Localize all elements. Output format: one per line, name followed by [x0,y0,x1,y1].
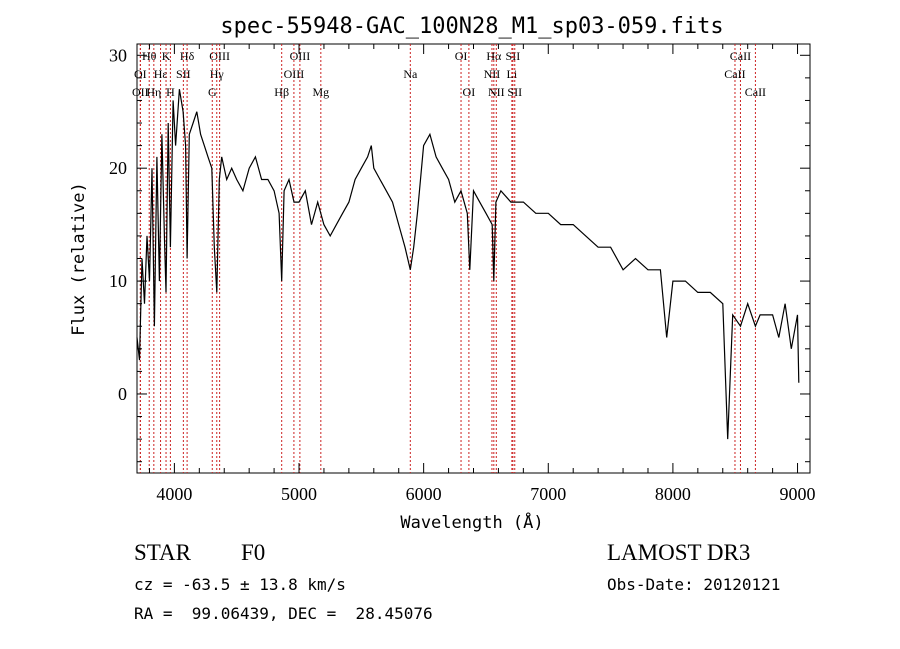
x-tick-label: 7000 [530,484,566,504]
line-marker-label: Hη [146,85,161,99]
line-marker-label: G [208,85,217,99]
line-marker-label: SII [176,67,191,81]
x-tick-label: 5000 [281,484,317,504]
object-class: STAR [134,540,191,565]
y-tick-label: 30 [109,45,127,65]
line-marker-label: Hε [154,67,168,81]
y-tick-label: 10 [109,271,127,291]
line-marker-label: NII [484,67,501,81]
line-marker-label: Hθ [142,49,157,63]
axis-ticks: 4000 5000 6000 7000 8000 9000 0 10 20 30 [109,44,816,504]
line-marker-label: CaII [745,85,766,99]
line-marker-label: NII [488,85,505,99]
line-marker-label: OIII [290,49,311,63]
survey-name: LAMOST DR3 [607,540,751,565]
redshift-velocity: cz = -63.5 ± 13.8 km/s [134,575,346,594]
y-axis-label: Flux (relative) [69,182,89,336]
coordinates: RA = 99.06439, DEC = 28.45076 [134,604,433,623]
line-marker-label: Hδ [180,49,195,63]
x-axis-label: Wavelength (Å) [400,511,543,533]
line-marker-label: K [162,49,171,63]
x-tick-label: 8000 [655,484,691,504]
line-marker-label: SII [506,49,521,63]
x-tick-label: 4000 [156,484,192,504]
line-marker-label: OII [132,85,149,99]
x-tick-label: 9000 [780,484,816,504]
line-marker-label: OI [463,85,476,99]
line-marker-label: Li [507,67,518,81]
line-markers: Hθ K Hδ OIII OIII OI Hα SII CaII OI Hε SII Hγ OIII Na N… [132,44,766,473]
y-tick-label: 20 [109,158,127,178]
line-marker-label: Hα [486,49,502,63]
x-tick-label: 6000 [406,484,442,504]
y-tick-label: 0 [118,384,127,404]
line-marker-label: Na [403,67,418,81]
spectrum-series-line [136,89,800,440]
line-marker-label: OIII [209,49,230,63]
line-marker-label: Hγ [210,67,225,81]
line-marker-label: H [166,85,175,99]
object-subclass: F0 [241,540,266,565]
line-marker-label: OI [455,49,468,63]
plot-frame [136,43,811,474]
line-marker-label: CaII [724,67,745,81]
chart-title: spec-55948-GAC_100N28_M1_sp03-059.fits [220,14,723,39]
line-marker-label: CaII [730,49,751,63]
line-marker-label: Mg [312,85,329,99]
line-marker-label: Hβ [274,85,289,99]
observation-date: Obs-Date: 20120121 [607,575,781,594]
line-marker-label: SII [507,85,522,99]
line-marker-label: OIII [284,67,305,81]
